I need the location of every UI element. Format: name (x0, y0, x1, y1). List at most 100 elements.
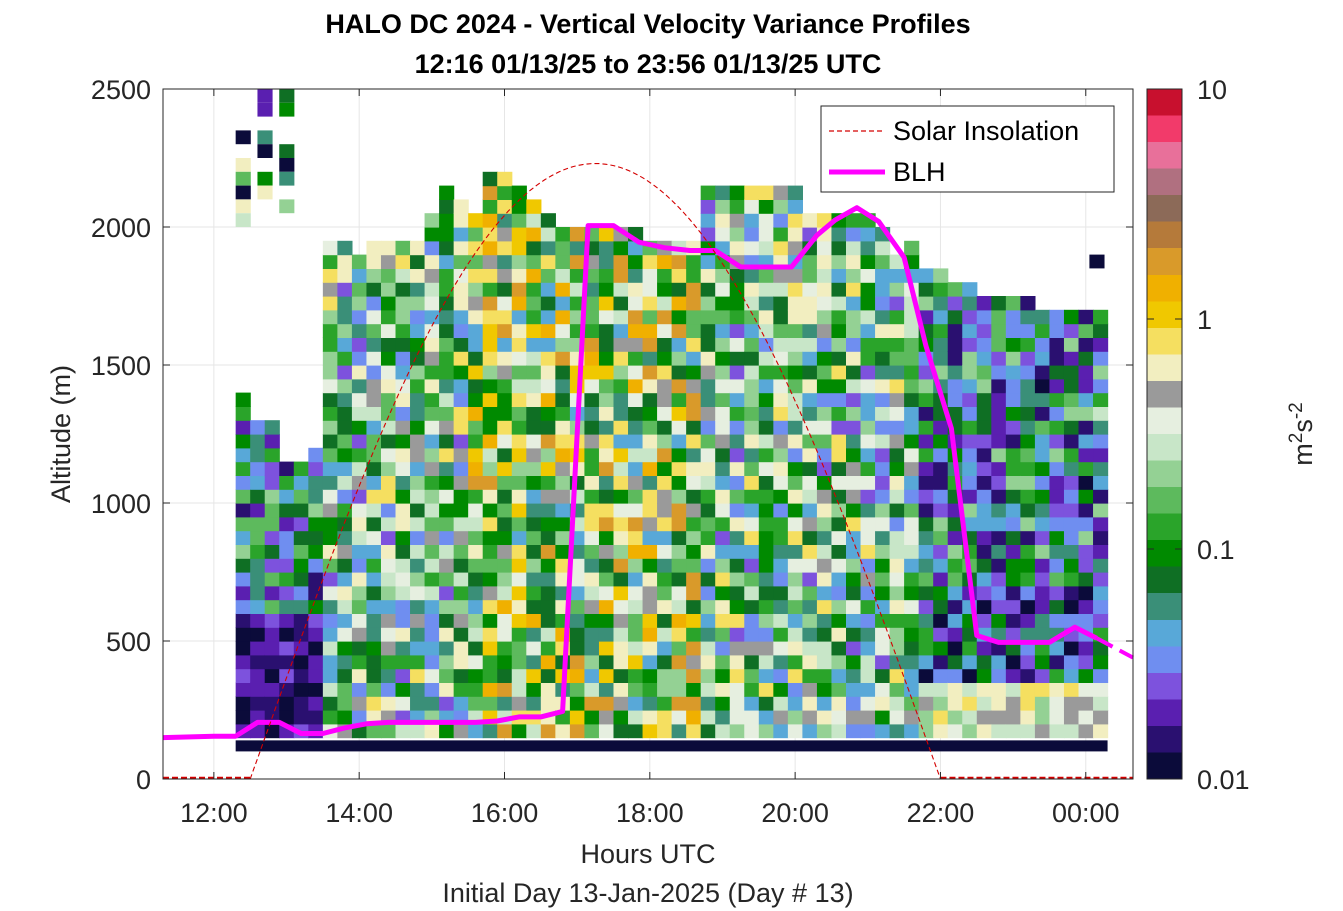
heatmap-cell (235, 434, 251, 449)
heatmap-cell (875, 489, 891, 504)
heatmap-cell (918, 309, 934, 325)
heatmap-cell (773, 199, 789, 214)
heatmap-cell (918, 530, 934, 545)
heatmap-cell (976, 309, 992, 325)
heatmap-cell (1049, 558, 1065, 573)
heatmap-cell (613, 503, 629, 518)
heatmap-cell (337, 309, 353, 325)
heatmap-cell (439, 654, 455, 670)
heatmap-cell (802, 530, 818, 545)
heatmap-cell (816, 434, 833, 449)
heatmap-cell (729, 544, 745, 559)
heatmap-cell (889, 641, 905, 656)
heatmap-cell (860, 682, 876, 697)
heatmap-cell (1020, 627, 1036, 642)
heatmap-cell (831, 461, 847, 476)
heatmap-cell (816, 378, 833, 394)
heatmap-cell (758, 378, 774, 394)
heatmap-cell (816, 420, 833, 435)
heatmap-cell (613, 682, 629, 697)
heatmap-cell (628, 572, 644, 587)
heatmap-cell (439, 378, 455, 394)
heatmap-cell (758, 627, 774, 642)
heatmap-cell (846, 489, 862, 504)
heatmap-cell (468, 723, 484, 739)
heatmap-cell (787, 296, 803, 311)
heatmap-cell (584, 613, 600, 628)
heatmap-cell (889, 558, 905, 573)
heatmap-cell (366, 572, 382, 587)
heatmap-cell (1020, 668, 1036, 683)
heatmap-cell (424, 599, 440, 614)
heatmap-cell (1063, 530, 1080, 545)
heatmap-cell (933, 668, 949, 683)
heatmap-cell (686, 351, 702, 366)
heatmap-cell (511, 268, 527, 283)
heatmap-cell (395, 654, 411, 670)
heatmap-cell (482, 613, 498, 628)
heatmap-cell (424, 682, 440, 697)
heatmap-cell (257, 102, 273, 117)
heatmap-cell (1034, 572, 1051, 587)
heatmap-cell (846, 309, 862, 325)
heatmap-cell (657, 268, 673, 283)
heatmap-cell (758, 599, 774, 614)
heatmap-cell (802, 337, 818, 352)
heatmap-cell (598, 420, 615, 435)
heatmap-cell (468, 420, 484, 435)
heatmap-cell (351, 420, 368, 435)
heatmap-cell (308, 696, 324, 711)
heatmap-cell (816, 309, 833, 325)
heatmap-cell (395, 461, 411, 476)
heatmap-cell (947, 599, 963, 614)
heatmap-cell (555, 723, 571, 739)
heatmap-cell (380, 696, 397, 711)
heatmap-cell (860, 710, 876, 725)
heatmap-cell (322, 682, 338, 697)
heatmap-cell (1034, 323, 1051, 338)
heatmap-cell (686, 627, 702, 642)
heatmap-cell (1078, 406, 1094, 421)
heatmap-cell (410, 406, 426, 421)
heatmap-cell (424, 309, 440, 325)
heatmap-cell (918, 710, 934, 725)
heatmap-cell (613, 516, 629, 532)
heatmap-cell (773, 240, 789, 256)
heatmap-cell (598, 309, 615, 325)
heatmap-cell (598, 627, 615, 642)
heatmap-cell (351, 572, 368, 587)
heatmap-cell (715, 696, 731, 711)
heatmap-cell (526, 572, 542, 587)
heatmap-cell (657, 530, 673, 545)
heatmap-cell (351, 489, 368, 504)
heatmap-cell (337, 627, 353, 642)
heatmap-cell (439, 227, 455, 242)
heatmap-cell (933, 641, 949, 656)
heatmap-cell (787, 351, 803, 366)
heatmap-cell (904, 641, 920, 656)
heatmap-cell (453, 447, 469, 463)
heatmap-cell (250, 668, 266, 683)
heatmap-cell (860, 516, 876, 532)
heatmap-cell (1034, 365, 1051, 380)
heatmap-cell (526, 268, 542, 283)
heatmap-cell (351, 323, 368, 338)
heatmap-cell (584, 627, 600, 642)
heatmap-cell (322, 599, 338, 614)
heatmap-cell (875, 544, 891, 559)
heatmap-cell (628, 503, 644, 518)
heatmap-cell (642, 530, 658, 545)
heatmap-cell (497, 572, 513, 587)
heatmap-cell (279, 530, 295, 545)
heatmap-cell (729, 475, 745, 490)
heatmap-cell (337, 337, 353, 352)
heatmap-cell (569, 585, 586, 601)
heatmap-cell (744, 268, 760, 283)
heatmap-cell (497, 254, 513, 269)
heatmap-cell (889, 406, 905, 421)
heatmap-cell (846, 227, 862, 242)
heatmap-cell (540, 641, 556, 656)
heatmap-cell (322, 696, 338, 711)
heatmap-cell (598, 599, 615, 614)
heatmap-cell (1020, 654, 1036, 670)
